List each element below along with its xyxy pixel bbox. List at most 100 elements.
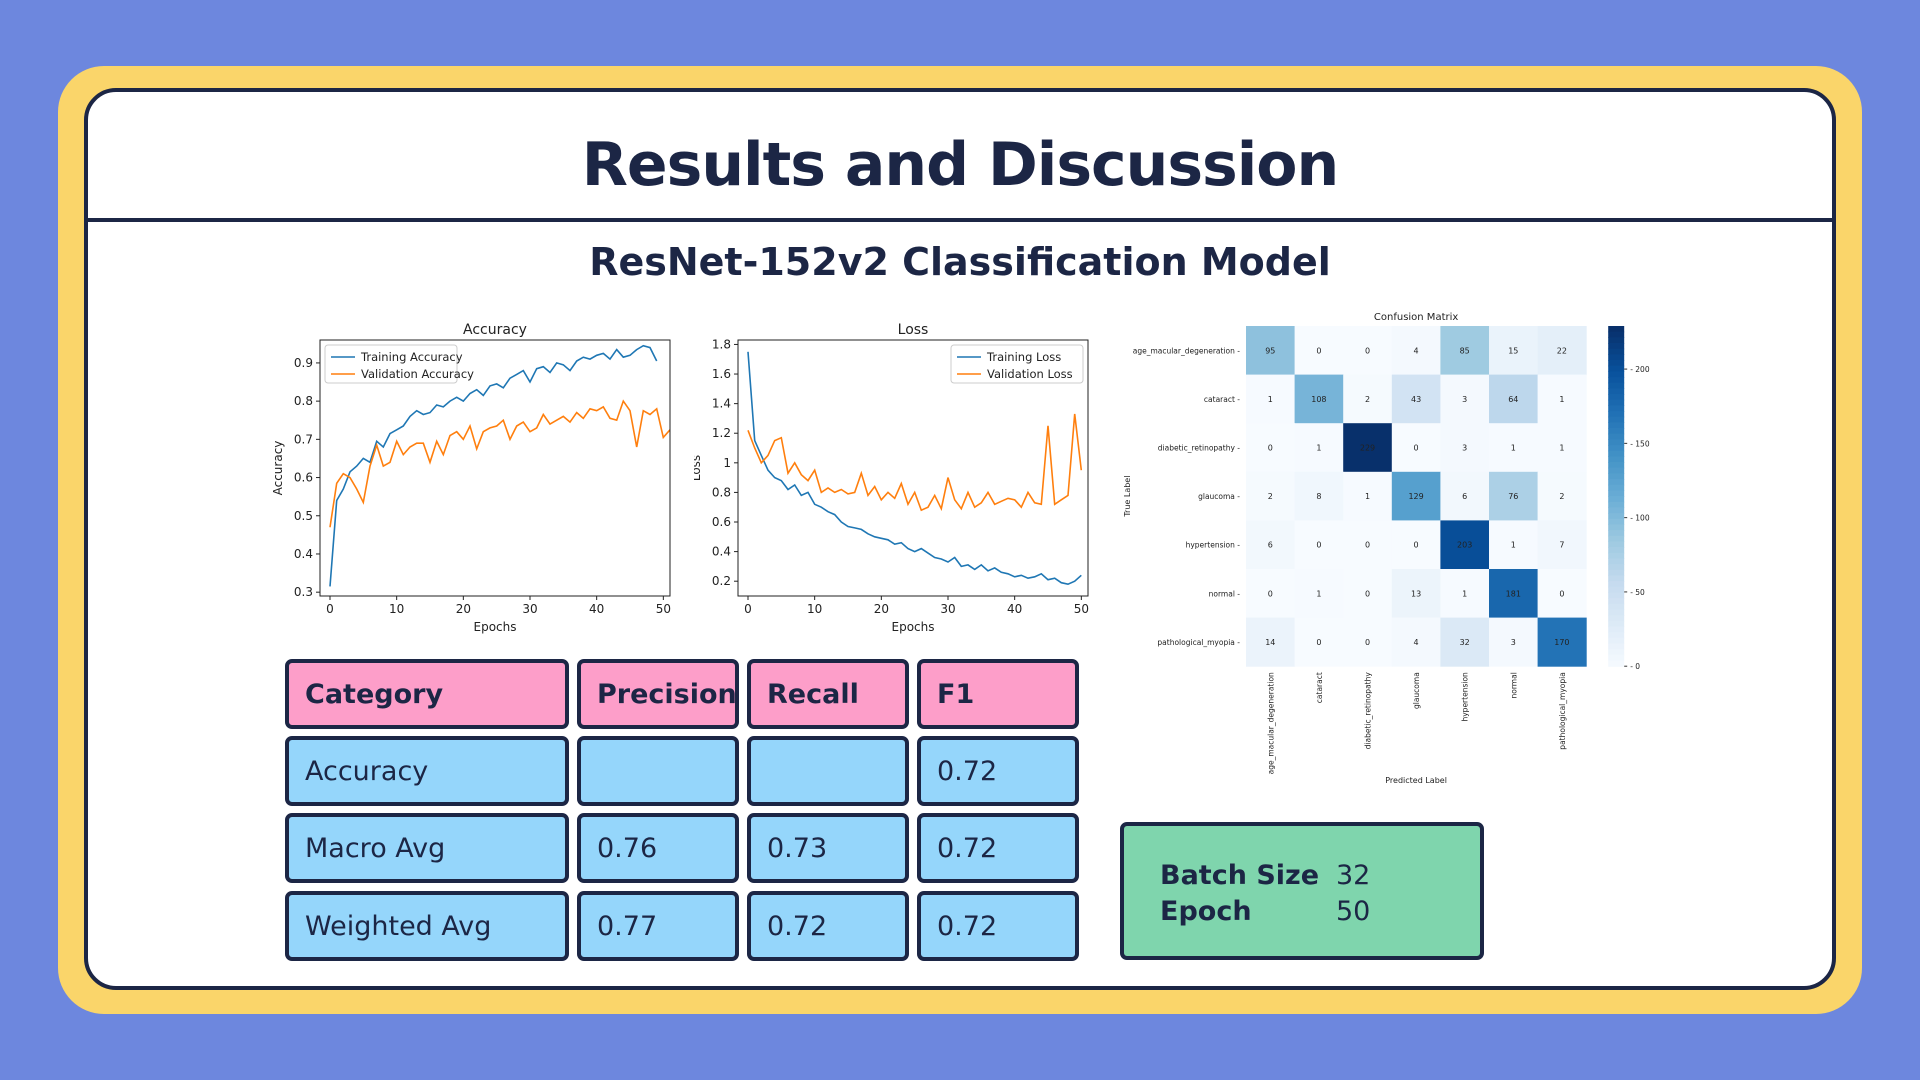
heatmap-cell — [1246, 471, 1296, 521]
colorbar-segment — [1608, 501, 1625, 509]
y-tick-label: 1.2 — [712, 426, 731, 440]
series-line-loss-0 — [747, 351, 1082, 586]
heatmap-cell-value: 129 — [1408, 492, 1423, 501]
heatmap-cell — [1294, 423, 1344, 473]
x-tick-label: 30 — [522, 602, 537, 616]
colorbar-segment — [1608, 456, 1625, 463]
heatmap-cell — [1391, 471, 1441, 521]
y-tick-label: 0.3 — [294, 585, 313, 599]
heatmap-cell — [1391, 423, 1441, 473]
heatmap-cell — [1294, 569, 1344, 619]
series-line-accuracy-0 — [329, 344, 658, 587]
table-cell-accuracy-category: Accuracy — [285, 736, 569, 806]
heatmap-cell-value: 0 — [1559, 589, 1564, 598]
table-header-recall: Recall — [747, 659, 909, 729]
batch-size-row: Batch Size 32 — [1160, 860, 1370, 891]
colorbar-segment — [1608, 586, 1625, 594]
heatmap-row-label: hypertension - — [1186, 541, 1241, 550]
y-tick-label: 0.4 — [294, 547, 313, 561]
heatmap-cell — [1489, 520, 1539, 570]
heatmap-cell-value: 0 — [1414, 444, 1419, 453]
colorbar-segment — [1608, 416, 1625, 423]
heatmap-col-label: glaucoma — [1412, 672, 1421, 709]
heatmap-cell-value: 7 — [1559, 541, 1564, 550]
series-line-accuracy-1 — [329, 399, 671, 528]
heatmap-cell — [1294, 520, 1344, 570]
colorbar-segment — [1608, 445, 1625, 452]
colorbar-segment — [1608, 354, 1625, 361]
colorbar-segment — [1608, 615, 1625, 622]
colorbar-segment — [1608, 467, 1625, 475]
heatmap-cell-value: 3 — [1462, 444, 1467, 453]
colorbar-segment — [1608, 343, 1625, 350]
heatmap-cell-value: 1 — [1511, 444, 1516, 453]
heatmap-cell-value: 0 — [1365, 589, 1370, 598]
heatmap-cell-value: 15 — [1508, 346, 1518, 355]
heatmap-cell-value: 76 — [1508, 492, 1518, 501]
heatmap-cell-value: 1 — [1268, 395, 1273, 404]
heatmap-col-label: age_macular_degeneration — [1266, 672, 1275, 774]
table-header-precision: Precision — [577, 659, 739, 729]
heatmap-cell-value: 95 — [1265, 346, 1275, 355]
heatmap-cell-value: 4 — [1414, 638, 1419, 647]
table-cell-weighted-f1: 0.72 — [917, 891, 1079, 961]
heatmap-row-label: diabetic_retinopathy - — [1158, 444, 1240, 453]
x-tick-label: 50 — [656, 602, 671, 616]
colorbar-segment — [1608, 377, 1625, 384]
heatmap-cell-value: 14 — [1265, 638, 1275, 647]
colorbar-segment — [1608, 507, 1625, 514]
legend-box — [950, 344, 1084, 384]
x-tick-label: 10 — [389, 602, 404, 616]
y-tick-label: 1.6 — [712, 367, 731, 381]
colorbar-segment — [1608, 598, 1625, 605]
chart-title: Accuracy — [463, 322, 527, 338]
colorbar-segment — [1608, 371, 1625, 378]
heatmap-cell — [1489, 569, 1539, 619]
x-tick-label: 30 — [940, 602, 955, 616]
heatmap-cell — [1246, 520, 1296, 570]
y-tick-label: 0.5 — [294, 509, 313, 523]
colorbar-segment — [1608, 365, 1625, 372]
heatmap-col-label: pathological_myopia — [1558, 672, 1567, 749]
x-tick-label: 20 — [456, 602, 471, 616]
heatmap-row-label: age_macular_degeneration - — [1133, 346, 1241, 355]
heatmap-cell-value: 0 — [1316, 638, 1321, 647]
heatmap-cell-value: 0 — [1316, 346, 1321, 355]
colorbar-segment — [1608, 496, 1625, 503]
y-tick-label: 1.4 — [712, 397, 731, 411]
x-tick-label: 10 — [807, 602, 822, 616]
heatmap-cell — [1294, 471, 1344, 521]
heatmap-cell — [1294, 374, 1344, 424]
heatmap-cell-value: 1 — [1316, 589, 1321, 598]
heatmap-cell-value: 108 — [1311, 395, 1326, 404]
colorbar-tick-label: - 150 — [1630, 439, 1650, 448]
plot-frame — [737, 339, 1089, 597]
heatmap-cell-value: 1 — [1462, 589, 1467, 598]
heatmap-cell — [1246, 326, 1296, 376]
colorbar-segment — [1608, 620, 1625, 628]
heatmap-cell — [1343, 569, 1393, 619]
heatmap-cell-value: 181 — [1506, 589, 1521, 598]
heatmap-cell — [1246, 617, 1296, 667]
colorbar-segment — [1608, 660, 1625, 667]
heatmap-cell — [1343, 423, 1393, 473]
chart-title: Loss — [898, 322, 929, 338]
colorbar-tick-label: - 100 — [1630, 514, 1650, 523]
x-axis-label: Epochs — [892, 620, 935, 634]
colorbar-segment — [1608, 637, 1625, 645]
legend-label: Training Loss — [986, 350, 1061, 364]
y-tick-label: 0.6 — [712, 515, 731, 529]
table-cell-macro-recall: 0.73 — [747, 813, 909, 883]
slide-title: Results and Discussion — [581, 130, 1340, 200]
heatmap-cell — [1537, 326, 1587, 376]
heatmap-cell-value: 229 — [1360, 444, 1375, 453]
heatmap-cell-value: 170 — [1554, 638, 1569, 647]
heatmap-cell — [1440, 326, 1490, 376]
colorbar-segment — [1608, 479, 1625, 486]
heatmap-cell — [1440, 471, 1490, 521]
batch-size-value: 32 — [1336, 860, 1371, 891]
legend-box — [324, 344, 458, 384]
colorbar-segment — [1608, 513, 1625, 520]
heatmap-cell — [1489, 423, 1539, 473]
